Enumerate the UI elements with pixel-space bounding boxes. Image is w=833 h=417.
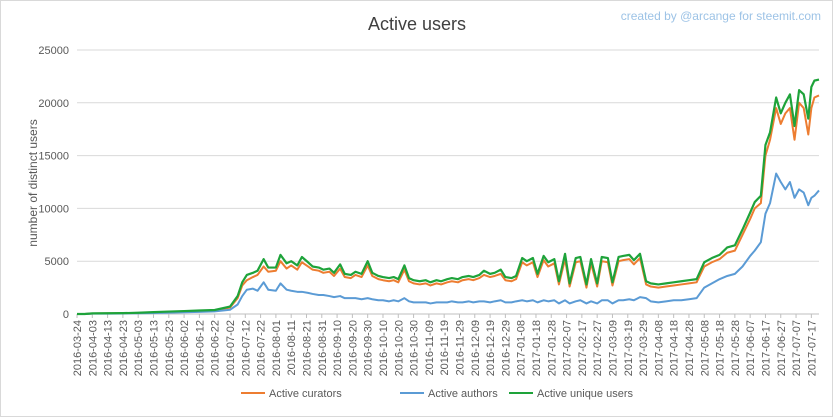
- x-tick-label: 2016-12-09: [470, 320, 482, 376]
- x-tick-label: 2016-08-01: [271, 320, 283, 376]
- x-tick-label: 2016-10-20: [393, 320, 405, 376]
- grid-layer: [77, 49, 819, 315]
- x-tick-label: 2016-05-13: [148, 320, 160, 376]
- y-tick-label: 20000: [38, 98, 69, 110]
- x-tick-label: 2017-06-07: [745, 320, 757, 376]
- x-tick-label: 2016-11-19: [439, 320, 451, 375]
- x-tick-label: 2017-06-27: [776, 320, 788, 376]
- x-tick-label: 2016-05-23: [164, 320, 176, 376]
- x-tick-label: 2016-09-30: [363, 320, 375, 376]
- x-tick-label: 2016-08-31: [317, 320, 329, 376]
- x-tick-label: 2016-06-12: [194, 320, 206, 376]
- x-tick-label: 2017-01-18: [531, 320, 543, 376]
- y-tick-label: 15000: [38, 151, 69, 163]
- x-tick-label: 2016-06-22: [210, 320, 222, 376]
- x-tick-label: 2017-05-28: [730, 320, 742, 376]
- x-tick-label: 2017-05-08: [699, 320, 711, 376]
- x-tick-label: 2016-10-10: [378, 320, 390, 376]
- x-tick-label: 2016-12-29: [500, 320, 512, 376]
- x-tick-label: 2016-07-22: [256, 320, 268, 376]
- y-tick-label: 25000: [38, 45, 69, 57]
- chart-title: Active users: [368, 14, 466, 34]
- x-tick-label: 2016-08-11: [286, 320, 298, 375]
- x-tick-label: 2017-03-19: [623, 320, 635, 376]
- x-tick-label: 2017-05-18: [715, 320, 727, 376]
- legend-label: Active unique users: [537, 388, 633, 400]
- x-tick-label: 2017-02-27: [592, 320, 604, 376]
- x-tick-label: 2016-03-24: [72, 320, 84, 376]
- x-tick-label: 2017-02-17: [577, 320, 589, 376]
- legend: Active curators Active authors Active uniq…: [241, 388, 633, 400]
- x-tick-label: 2017-01-08: [516, 320, 528, 376]
- series-line-active-authors: [77, 172, 820, 315]
- y-tick-label: 0: [63, 309, 69, 321]
- y-tick-label: 10000: [38, 203, 69, 215]
- y-axis: 0 5000 10000 15000 20000 25000: [38, 45, 69, 321]
- x-tick-label: 2016-08-21: [301, 320, 313, 376]
- x-tick-label: 2016-11-09: [424, 320, 436, 375]
- x-tick-label: 2017-04-08: [653, 320, 665, 376]
- x-tick-label: 2017-01-28: [546, 320, 558, 376]
- x-tick-label: 2016-11-29: [454, 320, 466, 375]
- x-tick-label: 2016-06-02: [179, 320, 191, 376]
- legend-label: Active curators: [269, 388, 342, 400]
- legend-label: Active authors: [428, 388, 498, 400]
- x-tick-label: 2017-03-09: [607, 320, 619, 376]
- x-tick-label: 2016-04-03: [87, 320, 99, 376]
- chart-credit: created by @arcange for steemit.com: [621, 9, 821, 23]
- series-line-active-curators: [77, 94, 820, 315]
- x-tick-label: 2017-04-18: [669, 320, 681, 376]
- x-tick-label: 2016-09-20: [347, 320, 359, 376]
- x-tick-label: 2016-12-19: [485, 320, 497, 376]
- x-tick-label: 2017-07-07: [791, 320, 803, 376]
- x-axis: 2016-03-24 2016-04-03 2016-04-13 2016-04-23…: [72, 314, 818, 376]
- x-tick-label: 2017-07-17: [806, 320, 818, 376]
- x-tick-label: 2016-04-23: [118, 320, 130, 376]
- plot-area: [77, 78, 820, 316]
- x-tick-label: 2016-04-13: [103, 320, 115, 376]
- series-line-active-unique-users: [77, 78, 820, 316]
- x-tick-label: 2016-07-02: [225, 320, 237, 376]
- x-tick-label: 2017-03-29: [638, 320, 650, 376]
- x-tick-label: 2016-09-10: [332, 320, 344, 376]
- x-tick-label: 2016-07-12: [240, 320, 252, 376]
- x-tick-label: 2016-10-30: [409, 320, 421, 376]
- y-tick-label: 5000: [45, 256, 69, 268]
- x-tick-label: 2016-05-03: [133, 320, 145, 376]
- y-axis-title: number of distinct users: [26, 119, 40, 246]
- x-tick-label: 2017-06-17: [760, 320, 772, 376]
- x-tick-label: 2017-02-07: [562, 320, 574, 376]
- x-tick-label: 2017-04-28: [684, 320, 696, 376]
